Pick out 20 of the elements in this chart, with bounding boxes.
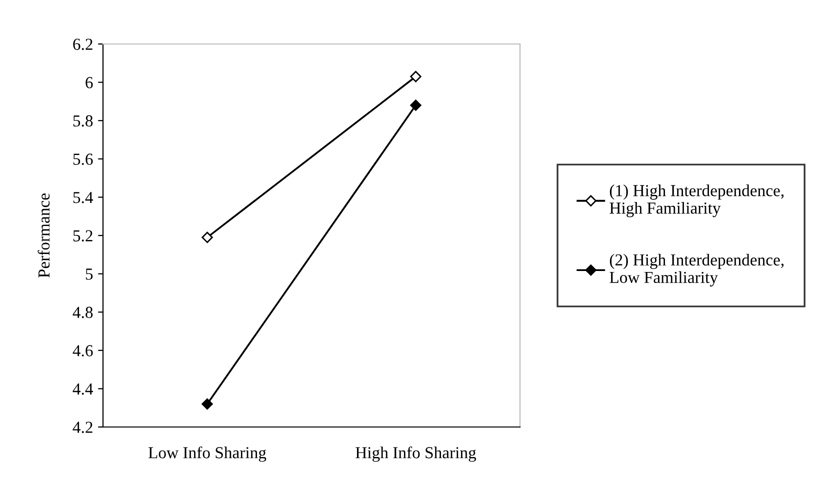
y-tick-label: 4.6 <box>72 345 93 356</box>
y-tick-label: 5.8 <box>73 115 93 127</box>
point <box>202 232 213 244</box>
y-tick-label: 5.4 <box>73 192 94 204</box>
point <box>202 398 213 410</box>
y-axis-title: Performance <box>38 194 50 278</box>
x-tick-label: Low Info Sharing <box>148 446 266 462</box>
legend-label: (1) High Interdependence, High Familiarity <box>610 184 784 218</box>
y-tick-label: 4.2 <box>72 422 92 434</box>
point <box>410 100 422 111</box>
legend-label: (2) High Interdependence, Low Familiarity <box>610 254 784 286</box>
y-tick-label: 5.6 <box>73 154 93 165</box>
y-tick-label: 6.2 <box>73 38 92 50</box>
y-tick-label: 6 <box>86 77 93 88</box>
y-tick-label: 4.4 <box>72 384 94 395</box>
y-tick-label: 5.2 <box>73 230 92 242</box>
y-tick-label: 5 <box>86 268 93 280</box>
point <box>410 70 422 82</box>
x-tick-label: High Info Sharing <box>356 446 476 462</box>
y-tick-label: 4.8 <box>72 306 93 318</box>
